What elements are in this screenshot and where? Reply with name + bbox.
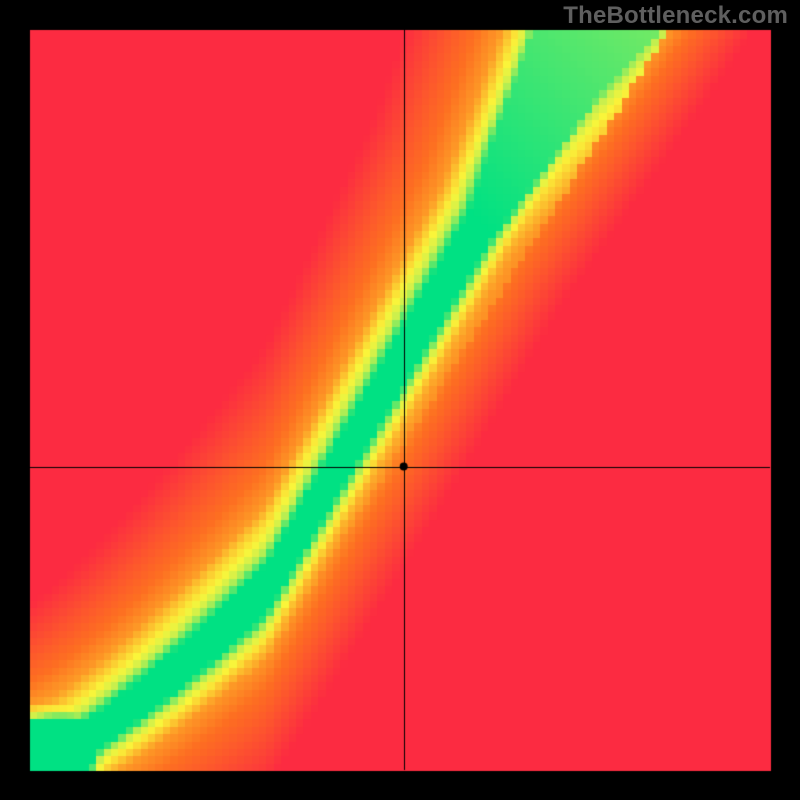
- watermark-text: TheBottleneck.com: [563, 2, 788, 30]
- chart-container: TheBottleneck.com: [0, 0, 800, 800]
- bottleneck-heatmap: [0, 0, 800, 800]
